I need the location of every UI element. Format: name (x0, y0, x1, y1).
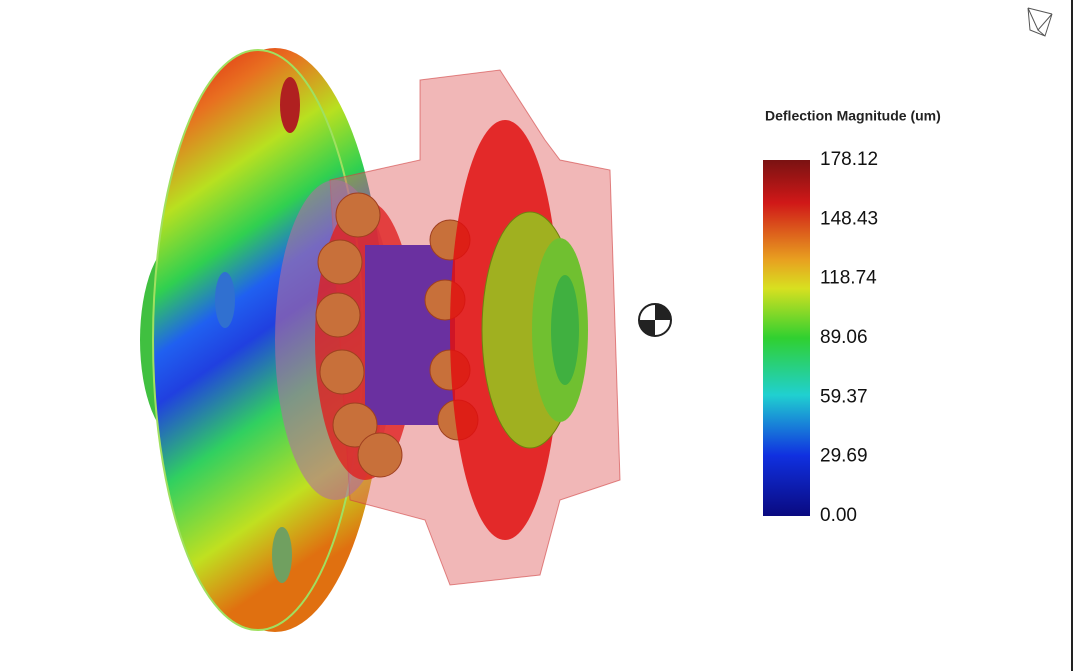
bolt-hole (280, 77, 300, 133)
bolt-hole (215, 272, 235, 328)
legend-labels: 178.12 148.43 118.74 89.06 59.37 29.69 0.00 (820, 149, 878, 526)
legend-label: 29.69 (820, 446, 868, 467)
bolt-hole (272, 527, 292, 583)
shaft (365, 245, 455, 425)
legend-label: 89.06 (820, 327, 868, 348)
legend-label: 0.00 (820, 505, 857, 526)
cog-marker (638, 303, 672, 337)
view-triad[interactable] (1027, 7, 1053, 37)
legend-title: Deflection Magnitude (um) (765, 108, 941, 124)
bore (551, 275, 579, 385)
color-bar (763, 160, 810, 516)
legend-label: 148.43 (820, 208, 878, 229)
legend-label: 59.37 (820, 386, 868, 407)
legend-label: 178.12 (820, 149, 878, 170)
legend-label: 118.74 (820, 268, 877, 289)
